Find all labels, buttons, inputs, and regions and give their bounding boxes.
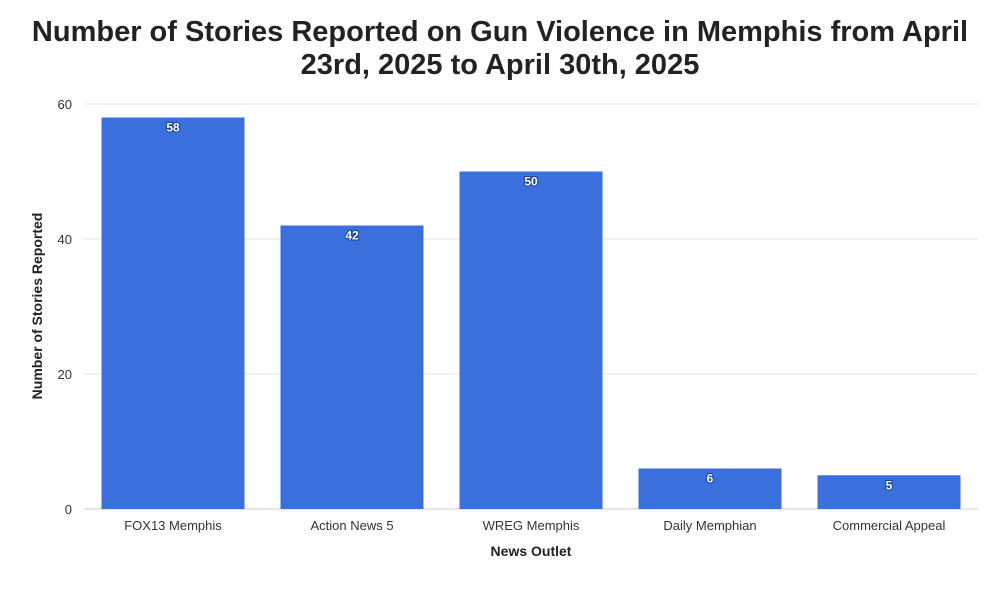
x-tick-label: Commercial Appeal [833, 518, 946, 533]
bar [101, 117, 245, 509]
data-label: 5 [886, 478, 893, 492]
bar [638, 468, 782, 509]
x-axis-ticks: FOX13 Memphis Action News 5 WREG Memphis Da… [124, 518, 945, 533]
y-tick-label: 40 [58, 232, 72, 247]
x-tick-label: FOX13 Memphis [124, 518, 222, 533]
y-axis-ticks: 0 20 40 60 [58, 97, 72, 517]
chart-title: Number of Stories Reported on Gun Violen… [0, 16, 1000, 82]
bar [817, 475, 961, 509]
chart-title-line-1: Number of Stories Reported on Gun Violen… [31, 16, 969, 48]
bars [101, 117, 961, 509]
x-tick-label: Action News 5 [310, 518, 393, 533]
y-tick-label: 0 [65, 502, 72, 517]
data-label: 6 [707, 472, 714, 486]
y-tick-label: 60 [58, 97, 72, 112]
data-labels: 58 42 50 6 5 [165, 120, 893, 494]
x-axis-title: News Outlet [491, 543, 572, 559]
bar [280, 225, 424, 509]
x-tick-label: Daily Memphian [663, 518, 756, 533]
x-tick-label: WREG Memphis [483, 518, 580, 533]
data-label: 42 [345, 229, 359, 243]
y-axis-title: Number of Stories Reported [29, 213, 45, 400]
data-label: 58 [166, 121, 180, 135]
data-label: 50 [524, 175, 538, 189]
chart-title-line-2: 23rd, 2025 to April 30th, 2025 [300, 49, 700, 81]
y-tick-label: 20 [58, 367, 72, 382]
bar [459, 171, 603, 509]
